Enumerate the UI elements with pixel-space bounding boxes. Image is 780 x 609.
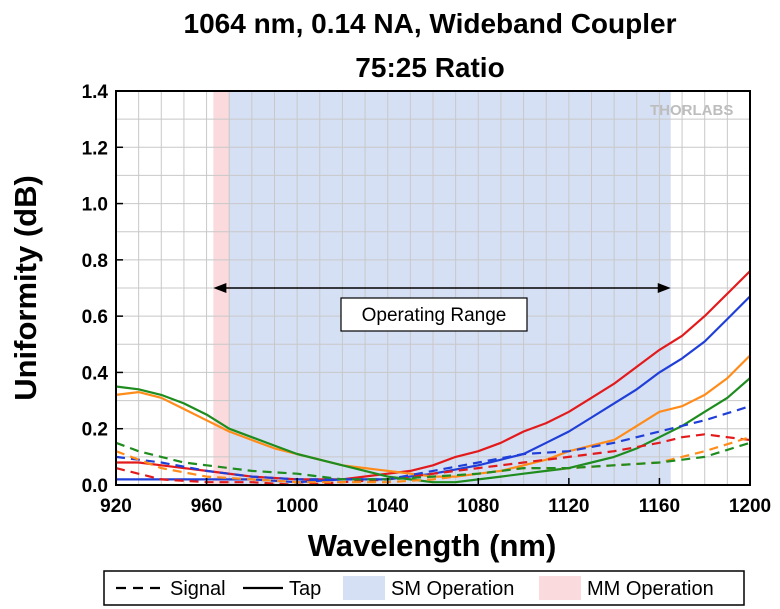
y-tick-label: 0.8 bbox=[82, 251, 108, 272]
y-tick-label: 0.2 bbox=[82, 420, 108, 441]
chart-title-line-2: 75:25 Ratio bbox=[355, 52, 504, 83]
y-axis-title: Uniformity (dB) bbox=[8, 175, 43, 401]
range-arrow-head-left bbox=[213, 283, 227, 293]
y-tick-label: 1.2 bbox=[82, 138, 108, 159]
x-axis-title: Wavelength (nm) bbox=[308, 528, 557, 563]
y-tick-label: 1.4 bbox=[82, 82, 109, 103]
series-line-6-dashed bbox=[115, 405, 751, 481]
plot-frame bbox=[115, 90, 751, 486]
legend-sm-operation-swatch bbox=[343, 576, 385, 600]
range-arrow-head-right bbox=[657, 283, 671, 293]
series-line-5-dashed bbox=[115, 433, 751, 487]
series-line-1-solid bbox=[116, 270, 751, 481]
x-tick-label: 1080 bbox=[457, 496, 499, 517]
legend-tap-label: Tap bbox=[289, 578, 321, 600]
legend-box bbox=[103, 570, 745, 606]
x-tick-label: 1120 bbox=[548, 496, 589, 517]
legend-sm-operation-label: SM Operation bbox=[391, 578, 514, 600]
legend-mm-operation-label: MM Operation bbox=[587, 578, 714, 600]
y-tick-label: 1.0 bbox=[82, 195, 108, 216]
range-label: Operating Range bbox=[362, 305, 507, 326]
series-line-8-dashed bbox=[115, 441, 751, 481]
x-tick-label: 1040 bbox=[367, 496, 409, 517]
legend-mm-operation-swatch bbox=[539, 576, 581, 600]
x-tick-label: 960 bbox=[191, 496, 223, 517]
x-tick-label: 1200 bbox=[729, 496, 771, 517]
legend: Signal Tap SM Operation MM Operation bbox=[103, 570, 745, 606]
y-tick-label: 0.0 bbox=[82, 476, 108, 497]
watermark-logo: THORLABS bbox=[650, 102, 733, 119]
y-tick-label: 0.4 bbox=[82, 363, 109, 384]
x-tick-label: 1160 bbox=[639, 496, 680, 517]
chart-title-line-1: 1064 nm, 0.14 NA, Wideband Coupler bbox=[184, 8, 677, 39]
axis-ticks: 920 960 1000 1040 1080 1120 1160 1200 0.0 0.2 0.4 0… bbox=[82, 82, 772, 517]
range-label-box bbox=[340, 297, 528, 332]
legend-signal-label: Signal bbox=[170, 578, 226, 600]
operating-range-annotation: Operating Range bbox=[213, 283, 671, 332]
y-tick-label: 0.6 bbox=[82, 307, 108, 328]
x-tick-label: 1000 bbox=[276, 496, 318, 517]
x-tick-label: 920 bbox=[100, 496, 132, 517]
series-lines bbox=[115, 270, 751, 487]
